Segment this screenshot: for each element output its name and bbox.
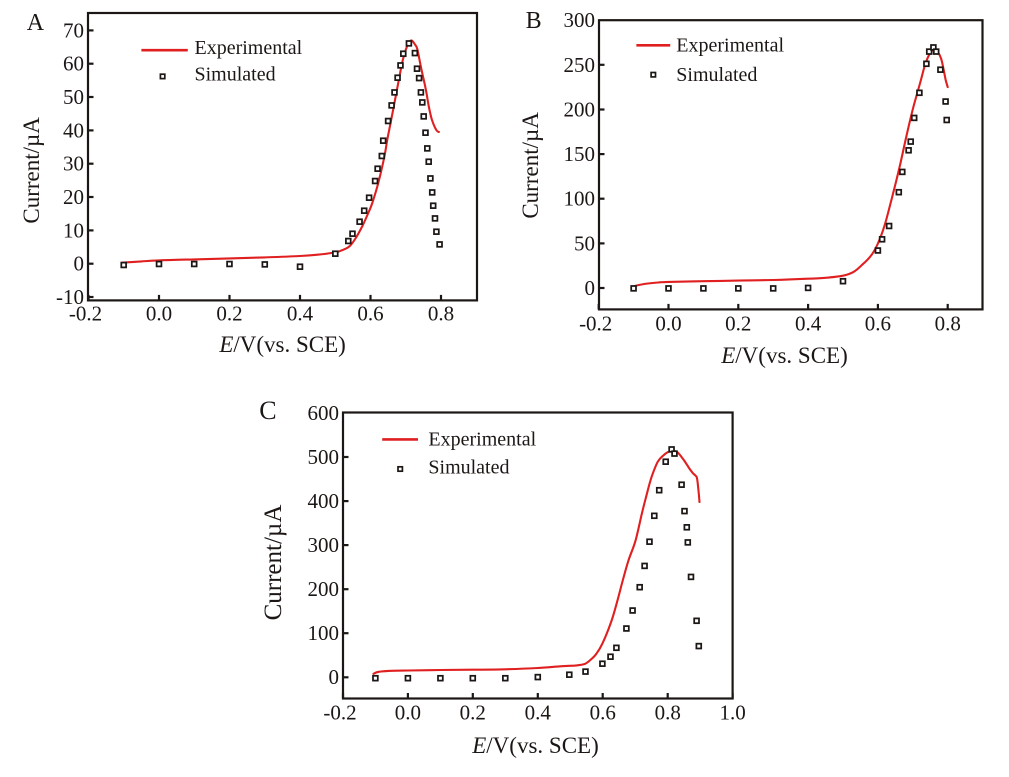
svg-text:Experimental: Experimental bbox=[195, 37, 303, 59]
svg-text:0.4: 0.4 bbox=[287, 301, 314, 325]
svg-text:50: 50 bbox=[574, 231, 595, 255]
svg-text:200: 200 bbox=[564, 97, 596, 121]
svg-text:60: 60 bbox=[63, 52, 84, 76]
svg-text:-0.2: -0.2 bbox=[69, 301, 102, 325]
svg-text:30: 30 bbox=[63, 152, 84, 176]
svg-text:Experimental: Experimental bbox=[428, 428, 536, 450]
svg-text:0.0: 0.0 bbox=[395, 701, 421, 725]
svg-text:20: 20 bbox=[63, 185, 84, 209]
svg-text:70: 70 bbox=[63, 18, 84, 42]
svg-text:400: 400 bbox=[308, 489, 340, 513]
svg-text:500: 500 bbox=[308, 445, 340, 469]
svg-text:-0.2: -0.2 bbox=[579, 312, 612, 336]
svg-text:150: 150 bbox=[564, 142, 596, 166]
svg-text:0.6: 0.6 bbox=[590, 701, 616, 725]
svg-text:Simulated: Simulated bbox=[195, 64, 276, 86]
svg-text:C: C bbox=[259, 396, 276, 425]
svg-text:0.4: 0.4 bbox=[795, 312, 822, 336]
svg-text:E/V(vs. SCE): E/V(vs. SCE) bbox=[720, 343, 848, 368]
svg-text:100: 100 bbox=[564, 187, 596, 211]
svg-text:200: 200 bbox=[308, 577, 340, 601]
svg-text:0: 0 bbox=[329, 665, 340, 689]
svg-text:0.2: 0.2 bbox=[216, 301, 242, 325]
svg-text:Current/µA: Current/µA bbox=[518, 112, 543, 219]
svg-text:Current/µA: Current/µA bbox=[19, 117, 44, 224]
svg-text:-10: -10 bbox=[56, 285, 84, 309]
svg-text:0: 0 bbox=[74, 252, 85, 276]
svg-text:0: 0 bbox=[585, 276, 596, 300]
svg-text:0.6: 0.6 bbox=[357, 301, 383, 325]
svg-text:40: 40 bbox=[63, 118, 84, 142]
svg-text:B: B bbox=[526, 8, 542, 34]
svg-text:Simulated: Simulated bbox=[676, 64, 757, 86]
svg-text:0.2: 0.2 bbox=[725, 312, 751, 336]
svg-text:0.8: 0.8 bbox=[935, 312, 961, 336]
svg-text:Current/µA: Current/µA bbox=[260, 505, 287, 621]
svg-text:100: 100 bbox=[308, 621, 340, 645]
svg-text:0.8: 0.8 bbox=[655, 701, 681, 725]
svg-text:300: 300 bbox=[308, 533, 340, 557]
svg-text:10: 10 bbox=[63, 218, 84, 242]
svg-text:Simulated: Simulated bbox=[428, 457, 509, 479]
svg-text:300: 300 bbox=[564, 8, 596, 32]
svg-text:250: 250 bbox=[564, 53, 596, 77]
svg-text:1.0: 1.0 bbox=[719, 701, 745, 725]
svg-text:0.0: 0.0 bbox=[146, 301, 172, 325]
svg-text:0.4: 0.4 bbox=[525, 701, 552, 725]
svg-text:E/V(vs. SCE): E/V(vs. SCE) bbox=[218, 332, 346, 357]
svg-text:0.8: 0.8 bbox=[428, 301, 454, 325]
svg-text:A: A bbox=[27, 10, 45, 36]
svg-text:0.0: 0.0 bbox=[655, 312, 681, 336]
svg-text:E/V(vs. SCE): E/V(vs. SCE) bbox=[471, 733, 599, 758]
svg-text:0.6: 0.6 bbox=[865, 312, 891, 336]
svg-text:600: 600 bbox=[308, 401, 340, 425]
svg-text:0.2: 0.2 bbox=[460, 701, 486, 725]
svg-text:Experimental: Experimental bbox=[676, 34, 784, 56]
svg-text:-0.2: -0.2 bbox=[323, 701, 356, 725]
svg-text:50: 50 bbox=[63, 85, 84, 109]
